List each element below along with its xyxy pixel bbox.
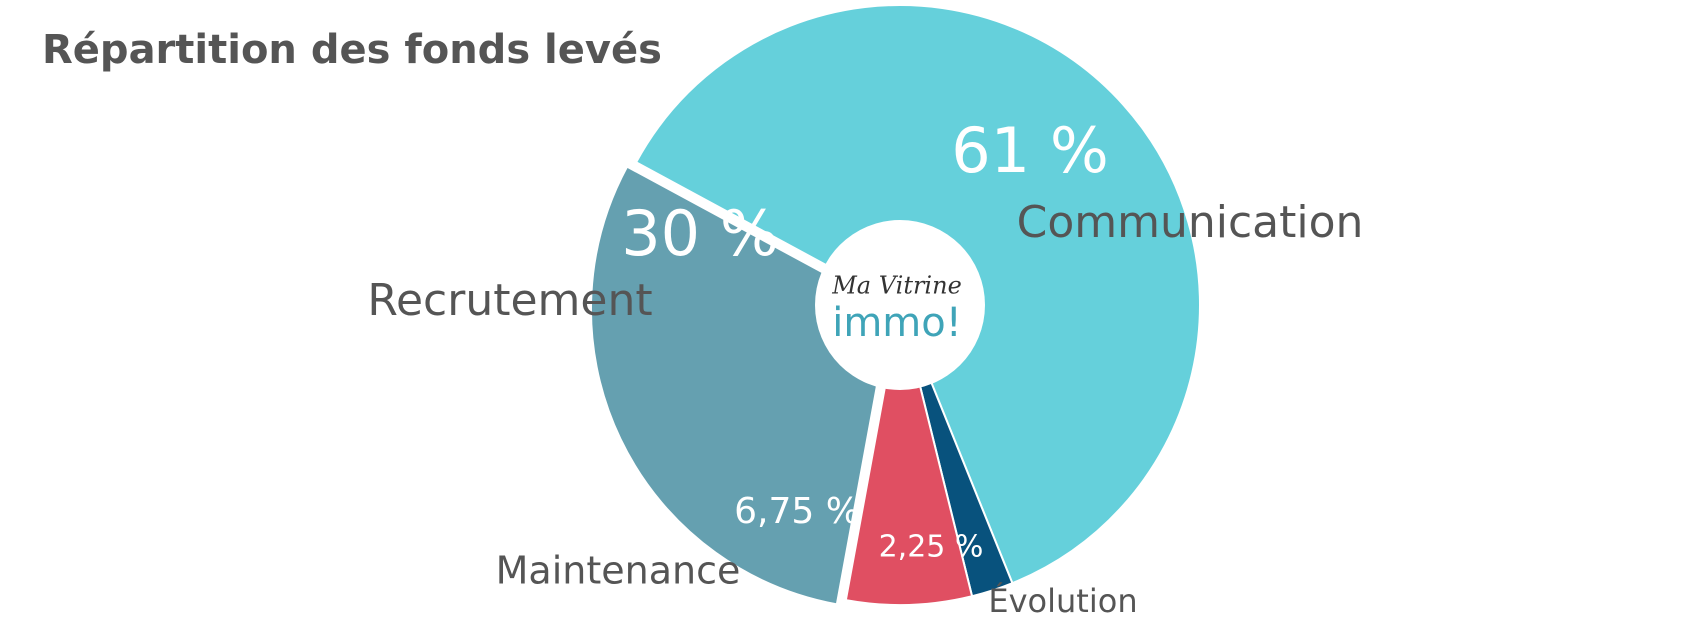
logo-circle (815, 220, 985, 390)
pie-slice (844, 304, 974, 606)
chart-title: Répartition des fonds levés (42, 27, 662, 73)
value-label: 30 % (621, 197, 779, 270)
pie-slice (590, 165, 893, 606)
value-label: 61 % (951, 114, 1109, 187)
category-label: Recrutement (367, 275, 652, 326)
category-label: Évolution (988, 582, 1137, 620)
category-label: Maintenance (496, 549, 741, 593)
category-label: Communication (1017, 197, 1364, 248)
value-label: 2,25 % (879, 530, 984, 565)
value-label: 6,75 % (734, 491, 860, 532)
logo-line2: immo! (832, 300, 962, 346)
logo-line1: Ma Vitrine (831, 272, 962, 300)
